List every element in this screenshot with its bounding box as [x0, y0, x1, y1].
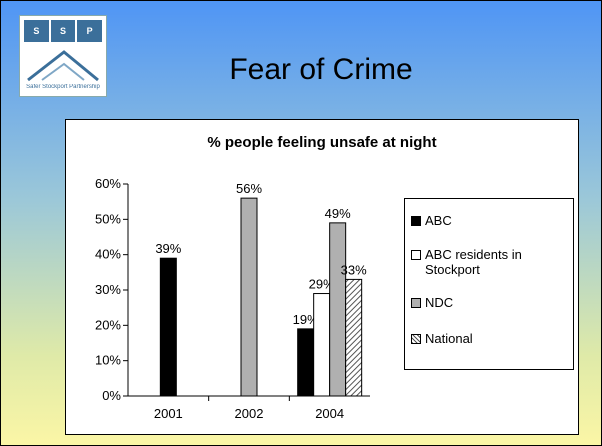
data-label: 29%: [309, 277, 335, 292]
logo-letter: S: [24, 20, 49, 42]
y-tick-label: 10%: [95, 353, 121, 368]
logo-caption: Safer Stockport Partnership: [26, 84, 100, 90]
chart-plot: 0% 10% 20% 30% 40% 50% 60% 2001 39% 2002 56% 2004 19…: [95, 176, 370, 421]
chart-legend: ABC ABC residents in Stockport NDC National: [404, 198, 574, 370]
bar: [159, 257, 177, 397]
legend-item: ABC: [411, 213, 571, 228]
legend-swatch: [411, 298, 421, 308]
bar: [345, 278, 363, 397]
bar: [240, 197, 258, 397]
y-tick-label: 50%: [95, 211, 121, 226]
x-tick-label: 2004: [315, 406, 344, 421]
data-label: 19%: [293, 312, 319, 327]
ssp-logo: S S P Safer Stockport Partnership: [19, 15, 107, 97]
data-label: 49%: [325, 206, 351, 221]
y-tick-label: 40%: [95, 247, 121, 262]
logo-letters: S S P: [24, 20, 103, 42]
logo-letter: P: [77, 20, 103, 42]
legend-item: National: [411, 331, 571, 346]
bar: [313, 293, 331, 397]
legend-label: ABC residents in Stockport: [425, 247, 522, 277]
y-tick-label: 0%: [102, 388, 121, 403]
y-tick-label: 20%: [95, 317, 121, 332]
x-tick-label: 2001: [154, 406, 183, 421]
data-label: 39%: [155, 241, 181, 256]
logo-letter: S: [50, 20, 76, 42]
y-tick-label: 30%: [95, 282, 121, 297]
bar: [329, 222, 347, 397]
legend-swatch: [411, 334, 421, 344]
legend-label: NDC: [425, 295, 454, 310]
logo-graphic: [27, 50, 99, 82]
legend-label: ABC: [425, 213, 452, 228]
bar: [297, 328, 315, 397]
legend-item: NDC: [411, 295, 571, 310]
legend-swatch: [411, 216, 421, 226]
x-tick-label: 2002: [235, 406, 264, 421]
legend-item: ABC residents in Stockport: [411, 247, 571, 277]
legend-swatch: [411, 250, 421, 260]
data-label: 56%: [236, 181, 262, 196]
slide-title: Fear of Crime: [229, 53, 413, 86]
chart-area: % people feeling unsafe at night 0% 10% 20…: [65, 119, 579, 435]
legend-label: National: [425, 331, 473, 346]
y-tick-label: 60%: [95, 176, 121, 191]
chart-title: % people feeling unsafe at night: [207, 134, 437, 151]
data-label: 33%: [341, 262, 367, 277]
